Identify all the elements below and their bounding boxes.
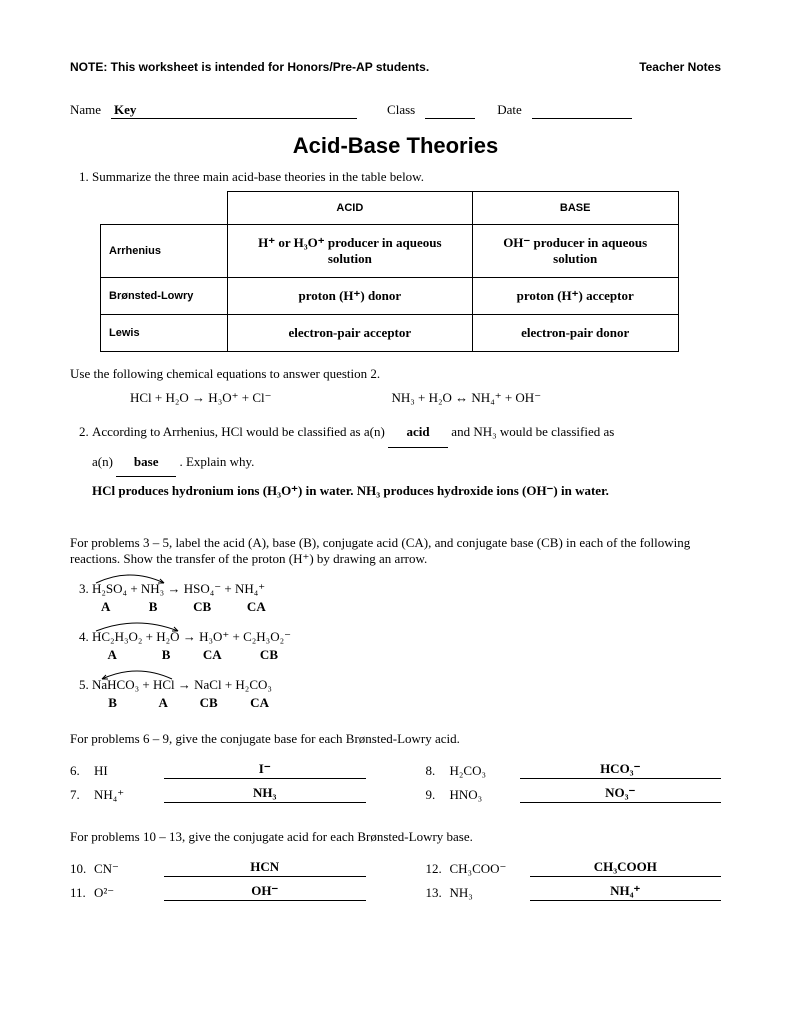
q8-formula: H₂CO₃ xyxy=(450,763,520,779)
col-acid: ACID xyxy=(228,192,473,225)
question-3: H₂SO₄ + NH₃ → HSO₄⁻ + NH₄⁺ A B CB CA xyxy=(92,581,721,615)
q7-row: 7. NH₄⁺ NH₃ xyxy=(70,785,366,803)
eq-intro: Use the following chemical equations to … xyxy=(70,366,721,382)
bronsted-base: proton (H⁺) acceptor xyxy=(472,278,678,315)
q9-answer: NO₃⁻ xyxy=(520,785,722,803)
q2-answer: HCl produces hydronium ions (H₃O⁺) in wa… xyxy=(92,483,721,499)
q3-labels: A B CB CA xyxy=(92,599,721,615)
q9-row: 9. HNO₃ NO₃⁻ xyxy=(426,785,722,803)
class-label: Class xyxy=(387,102,415,119)
q12-row: 12. CH₃COO⁻ CH₃COOH xyxy=(426,859,722,877)
lewis-base: electron-pair donor xyxy=(472,315,678,352)
question-1: Summarize the three main acid-base theor… xyxy=(92,169,721,352)
q13-formula: NH₃ xyxy=(450,885,530,901)
worksheet-header: NOTE: This worksheet is intended for Hon… xyxy=(70,60,721,74)
q7-formula: NH₄⁺ xyxy=(94,787,164,803)
row-bronsted: Brønsted-Lowry xyxy=(101,278,228,315)
conjugate-base-section: 6. HI I⁻ 7. NH₄⁺ NH₃ 8. H₂CO₃ HCO₃⁻ 9. H… xyxy=(70,755,721,809)
name-label: Name xyxy=(70,102,101,119)
theory-table: ACID BASE Arrhenius H⁺ or H₃O⁺ producer … xyxy=(100,191,679,352)
question-4: HC₂H₃O₂ + H₂O → H₃O⁺ + C₂H₃O₂⁻ A B CA CB xyxy=(92,629,721,663)
question-5: NaHCO₃ + HCl → NaCl + H₂CO₃ B A CB CA xyxy=(92,677,721,711)
q5-labels: B A CB CA xyxy=(92,695,721,711)
q2-text-a: According to Arrhenius, HCl would be cla… xyxy=(92,424,385,439)
q13-answer: NH₄⁺ xyxy=(530,883,722,901)
q3-5-intro: For problems 3 – 5, label the acid (A), … xyxy=(70,535,721,567)
q6-formula: HI xyxy=(94,763,164,779)
q10-13-intro: For problems 10 – 13, give the conjugate… xyxy=(70,829,721,845)
q10-num: 10. xyxy=(70,861,94,877)
arrhenius-acid: H⁺ or H₃O⁺ producer in aqueous solution xyxy=(228,225,473,278)
col-base: BASE xyxy=(472,192,678,225)
date-label: Date xyxy=(497,102,522,119)
class-blank xyxy=(425,102,475,119)
q13-num: 13. xyxy=(426,885,450,901)
q2-blank-base: base xyxy=(116,448,176,478)
equations-row: HCl + H₂O → H₃O⁺ + Cl⁻ NH₃ + H₂O ↔ NH₄⁺ … xyxy=(130,390,721,406)
bronsted-acid: proton (H⁺) donor xyxy=(228,278,473,315)
q12-formula: CH₃COO⁻ xyxy=(450,861,530,877)
q8-answer: HCO₃⁻ xyxy=(520,761,722,779)
conjugate-acid-section: 10. CN⁻ HCN 11. O²⁻ OH⁻ 12. CH₃COO⁻ CH₃C… xyxy=(70,853,721,907)
q2-text-d: . Explain why. xyxy=(179,454,254,469)
q6-answer: I⁻ xyxy=(164,761,366,779)
proton-arrow-icon xyxy=(92,619,202,633)
date-blank xyxy=(532,102,632,119)
q2-text-c: a(n) xyxy=(92,454,113,469)
q2-blank-acid: acid xyxy=(388,418,448,448)
q4-labels: A B CA CB xyxy=(92,647,721,663)
name-class-date-row: Name Key Class Date xyxy=(70,102,721,119)
header-right: Teacher Notes xyxy=(639,60,721,74)
question-2: According to Arrhenius, HCl would be cla… xyxy=(92,418,721,499)
q6-9-intro: For problems 6 – 9, give the conjugate b… xyxy=(70,731,721,747)
q12-num: 12. xyxy=(426,861,450,877)
equation-2: NH₃ + H₂O ↔ NH₄⁺ + OH⁻ xyxy=(391,390,541,406)
q11-formula: O²⁻ xyxy=(94,885,164,901)
q11-row: 11. O²⁻ OH⁻ xyxy=(70,883,366,901)
equation-1: HCl + H₂O → H₃O⁺ + Cl⁻ xyxy=(130,390,271,406)
q11-num: 11. xyxy=(70,885,94,901)
header-note: NOTE: This worksheet is intended for Hon… xyxy=(70,60,429,74)
q6-row: 6. HI I⁻ xyxy=(70,761,366,779)
lewis-acid: electron-pair acceptor xyxy=(228,315,473,352)
row-arrhenius: Arrhenius xyxy=(101,225,228,278)
q7-num: 7. xyxy=(70,787,94,803)
q6-num: 6. xyxy=(70,763,94,779)
q13-row: 13. NH₃ NH₄⁺ xyxy=(426,883,722,901)
q8-num: 8. xyxy=(426,763,450,779)
q7-answer: NH₃ xyxy=(164,785,366,803)
q8-row: 8. H₂CO₃ HCO₃⁻ xyxy=(426,761,722,779)
name-value: Key xyxy=(111,102,357,119)
page-title: Acid-Base Theories xyxy=(70,133,721,159)
proton-arrow-icon xyxy=(92,667,202,681)
q10-formula: CN⁻ xyxy=(94,861,164,877)
q12-answer: CH₃COOH xyxy=(530,859,722,877)
proton-arrow-icon xyxy=(92,571,192,585)
q10-row: 10. CN⁻ HCN xyxy=(70,859,366,877)
q1-prompt: Summarize the three main acid-base theor… xyxy=(92,169,424,184)
arrhenius-base: OH⁻ producer in aqueous solution xyxy=(472,225,678,278)
q2-text-b: and NH₃ would be classified as xyxy=(451,424,614,439)
q9-formula: HNO₃ xyxy=(450,787,520,803)
q10-answer: HCN xyxy=(164,859,366,877)
q11-answer: OH⁻ xyxy=(164,883,366,901)
row-lewis: Lewis xyxy=(101,315,228,352)
q9-num: 9. xyxy=(426,787,450,803)
